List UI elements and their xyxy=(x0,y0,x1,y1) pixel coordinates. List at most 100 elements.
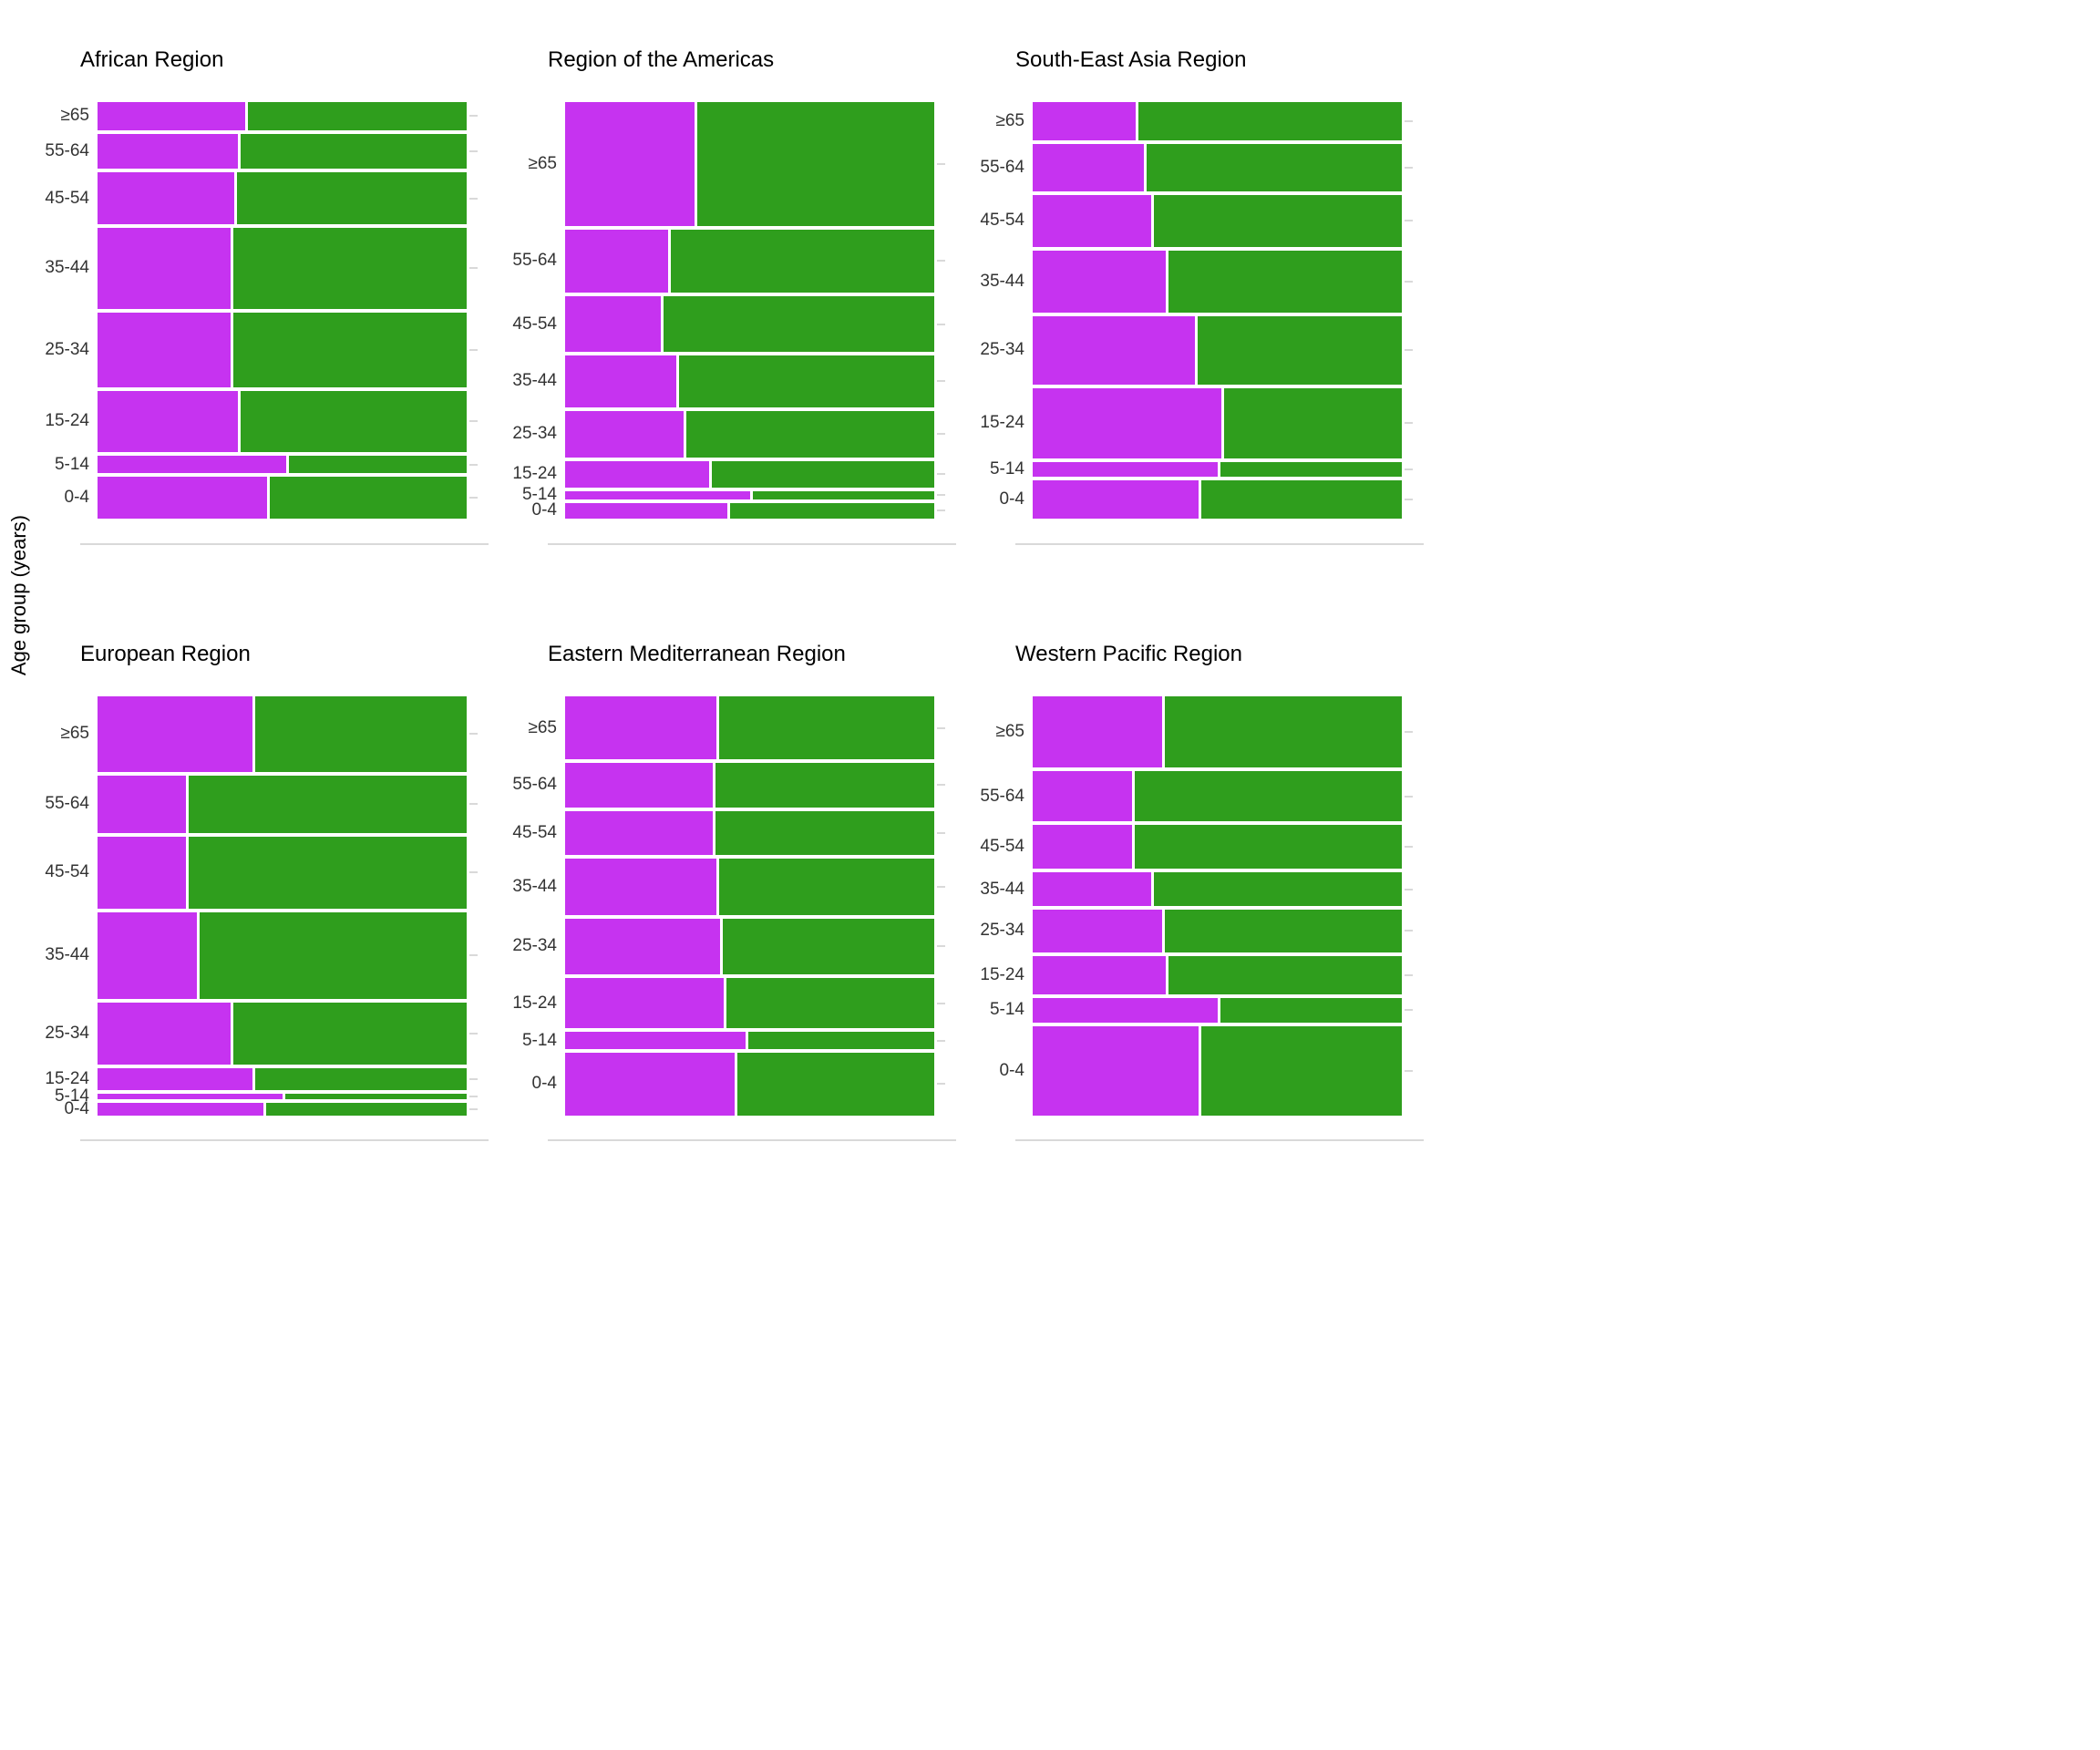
mosaic-row: 45-54 xyxy=(512,294,945,354)
right-segment xyxy=(236,172,467,224)
mosaic-row: 55-64 xyxy=(512,761,945,809)
left-segment xyxy=(98,775,187,833)
mosaic-row: 35-44 xyxy=(45,911,478,1001)
axis-tick xyxy=(1405,468,1413,470)
axis-tick xyxy=(937,380,945,383)
axis-tick xyxy=(937,1083,945,1086)
mosaic-bar xyxy=(565,491,934,499)
age-group-label: 0-4 xyxy=(531,1074,557,1094)
mosaic-plot: ≥65 55-64 45-54 35-44 25-34 15-24 5-14 0-4 xyxy=(980,100,1413,520)
panel-south-east-asia-region: South-East Asia Region ≥65 55-64 45-54 35-4… xyxy=(980,47,1424,545)
age-group-label: ≥65 xyxy=(60,106,89,126)
age-group-label: ≥65 xyxy=(528,153,557,173)
mosaic-row: 5-14 xyxy=(522,1030,945,1050)
left-segment xyxy=(565,296,662,353)
axis-tick xyxy=(1405,166,1413,169)
left-segment xyxy=(1033,387,1221,458)
mosaic-bar xyxy=(565,1052,934,1116)
mosaic-plot: ≥65 55-64 45-54 35-44 25-34 15-24 5-14 0-4 xyxy=(512,100,945,520)
mosaic-bar xyxy=(1033,872,1402,907)
left-segment xyxy=(565,460,709,489)
right-segment xyxy=(232,227,467,309)
mosaic-bar xyxy=(98,133,467,170)
mosaic-bar xyxy=(565,696,934,760)
mosaic-bar xyxy=(98,911,467,999)
axis-tick xyxy=(469,150,478,153)
axis-tick xyxy=(1405,973,1413,976)
left-segment xyxy=(565,1032,746,1049)
left-segment xyxy=(98,455,286,474)
mosaic-row: 25-34 xyxy=(512,917,945,976)
mosaic-bar xyxy=(1033,696,1402,767)
left-segment xyxy=(98,696,253,772)
right-segment xyxy=(1135,825,1402,870)
mosaic-row: 5-14 xyxy=(55,1086,478,1106)
mosaic-bar xyxy=(1033,315,1402,385)
panel-eastern-mediterranean-region: Eastern Mediterranean Region ≥65 55-64 45-… xyxy=(512,642,956,1141)
age-group-label: 45-54 xyxy=(980,211,1024,231)
panel-title: Eastern Mediterranean Region xyxy=(548,642,846,666)
mosaic-row: ≥65 xyxy=(60,100,478,132)
mosaic-bar xyxy=(565,859,934,915)
left-segment xyxy=(565,918,721,974)
mosaic-row: 5-14 xyxy=(522,485,945,504)
mosaic-bar xyxy=(98,312,467,388)
mosaic-bar xyxy=(98,227,467,309)
axis-tick xyxy=(937,1039,945,1042)
axis-tick xyxy=(1405,846,1413,849)
right-segment xyxy=(715,763,934,808)
panel-european-region: European Region ≥65 55-64 45-54 35-44 25-34 1… xyxy=(45,642,489,1141)
age-group-label: 55-64 xyxy=(45,794,89,814)
axis-tick xyxy=(1405,422,1413,425)
left-segment xyxy=(565,859,717,915)
mosaic-plot: ≥65 55-64 45-54 35-44 25-34 15-24 5-14 0-4 xyxy=(512,695,945,1117)
axis-tick xyxy=(1405,888,1413,890)
mosaic-bar xyxy=(98,102,467,130)
left-segment xyxy=(98,1103,264,1116)
age-group-label: 15-24 xyxy=(980,413,1024,433)
left-segment xyxy=(565,410,684,458)
axis-tick xyxy=(937,323,945,325)
axis-tick xyxy=(469,803,478,806)
panel-title: Western Pacific Region xyxy=(1015,642,1242,666)
mosaic-bar xyxy=(565,229,934,293)
age-group-label: 45-54 xyxy=(512,314,557,334)
left-segment xyxy=(1033,315,1196,385)
mosaic-bar xyxy=(1033,910,1402,952)
mosaic-bar xyxy=(1033,143,1402,192)
age-group-label: 0-4 xyxy=(999,1060,1024,1080)
axis-tick xyxy=(937,886,945,889)
right-segment xyxy=(189,836,467,909)
right-segment xyxy=(232,1002,467,1065)
right-segment xyxy=(1220,462,1402,477)
left-segment xyxy=(1033,479,1199,519)
right-segment xyxy=(1198,315,1402,385)
mosaic-row: 0-4 xyxy=(1000,1024,1413,1117)
axis-baseline xyxy=(548,1139,956,1141)
mosaic-bar xyxy=(565,763,934,808)
mosaic-row: 55-64 xyxy=(980,142,1413,194)
axis-tick xyxy=(469,1077,478,1080)
mosaic-bar xyxy=(565,460,934,489)
mosaic-row: 15-24 xyxy=(45,1066,478,1093)
age-group-label: 45-54 xyxy=(45,862,89,882)
age-group-label: 55-64 xyxy=(512,775,557,795)
age-group-label: 15-24 xyxy=(45,1068,89,1088)
mosaic-row: ≥65 xyxy=(995,695,1413,769)
mosaic-bar xyxy=(98,1094,467,1100)
mosaic-row: 35-44 xyxy=(45,226,478,311)
right-segment xyxy=(730,502,934,519)
left-segment xyxy=(1033,696,1162,767)
axis-tick xyxy=(937,832,945,835)
right-segment xyxy=(719,859,934,915)
axis-tick xyxy=(937,162,945,165)
left-segment xyxy=(1033,872,1151,907)
mosaic-bar xyxy=(565,502,934,519)
left-segment xyxy=(1033,102,1137,140)
mosaic-row: 35-44 xyxy=(980,249,1413,314)
panel-title: Region of the Americas xyxy=(548,47,775,72)
age-group-label: 55-64 xyxy=(45,141,89,161)
age-group-label: 55-64 xyxy=(980,786,1024,806)
left-segment xyxy=(98,911,198,999)
